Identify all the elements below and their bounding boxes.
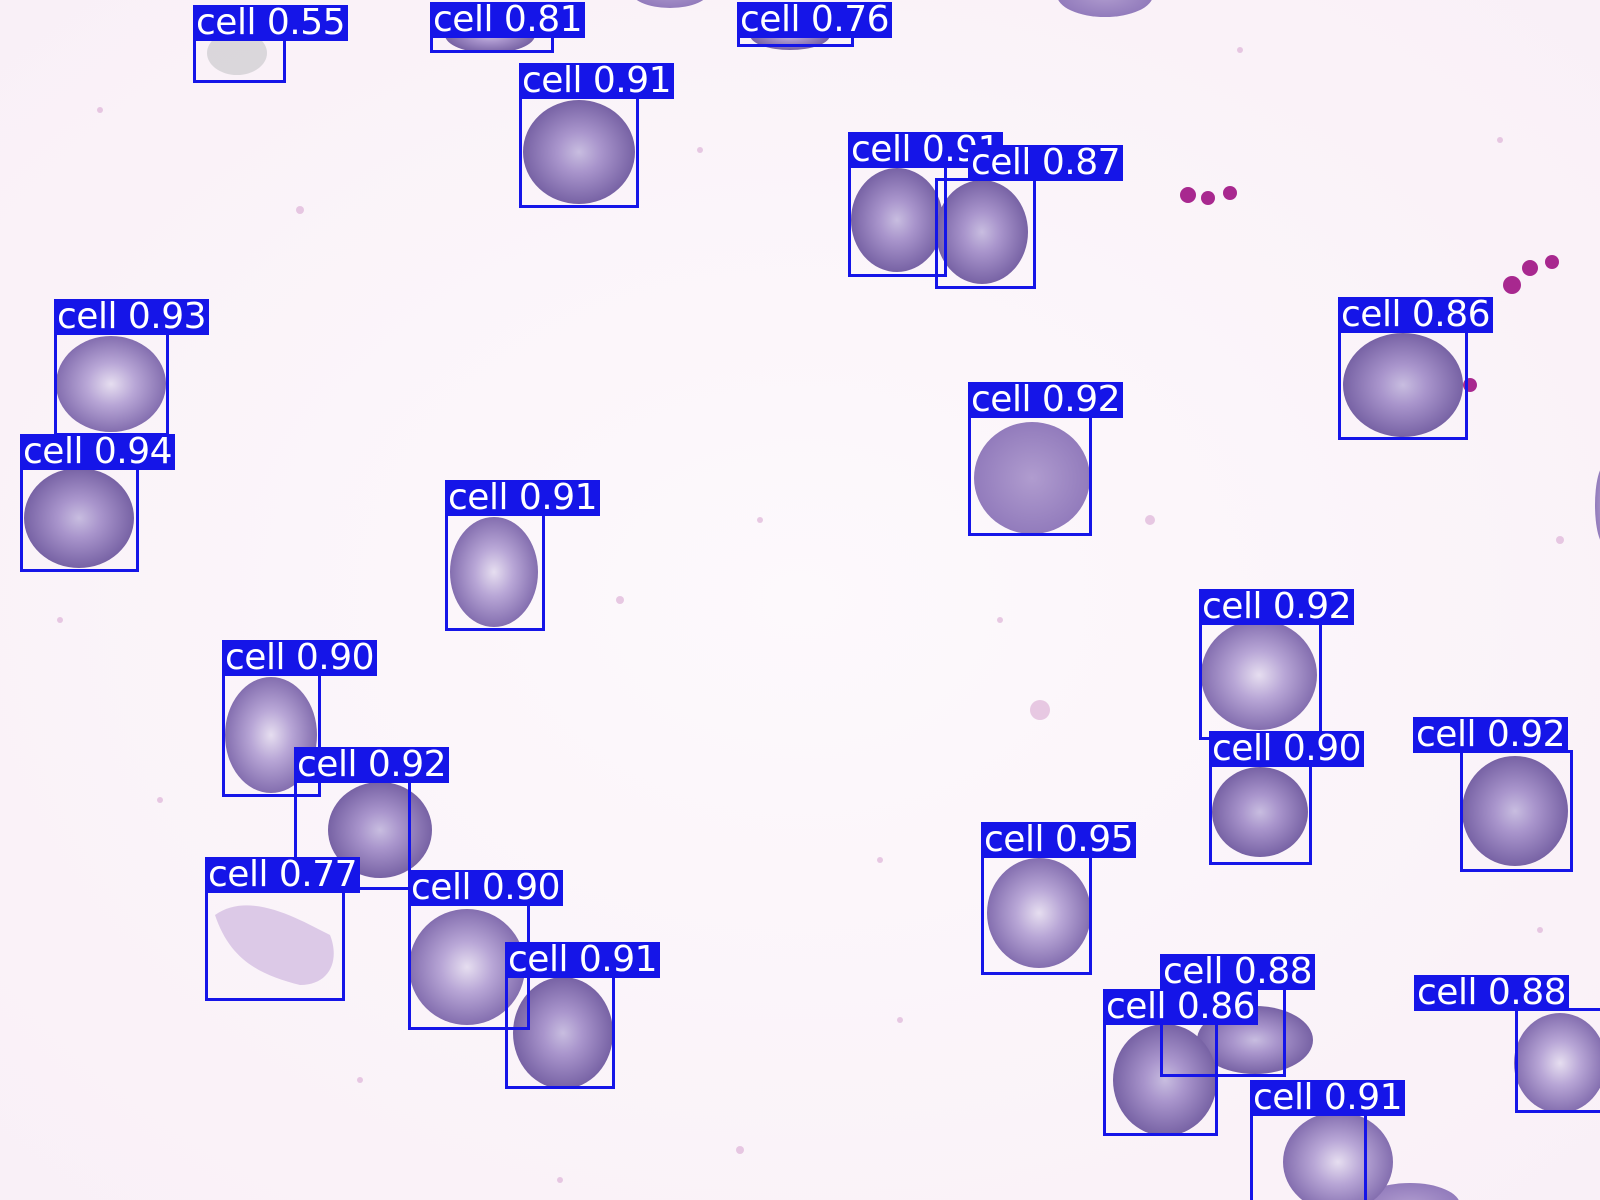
red-blood-cells: [24, 17, 1600, 1200]
detection-label: cell 0.94: [20, 434, 176, 470]
detection-box: cell 0.92: [1199, 589, 1355, 740]
detection-box: cell 0.90: [1209, 731, 1365, 865]
detection-box: cell 0.91: [848, 132, 1004, 277]
detection-box: cell 0.81: [430, 2, 586, 53]
detection-label: cell 0.90: [222, 640, 378, 676]
detection-label: cell 0.92: [1199, 589, 1355, 625]
detection-box: cell 0.90: [222, 640, 378, 797]
detection-label: cell 0.77: [205, 857, 361, 893]
detection-label: cell 0.87: [967, 145, 1123, 181]
detection-box: cell 0.76: [737, 2, 893, 47]
detection-box: cell 0.91: [505, 942, 661, 1089]
detection-box: cell 0.91: [519, 63, 675, 208]
detection-label: cell 0.92: [968, 382, 1124, 418]
detection-box: cell 0.86: [1338, 297, 1494, 440]
detection-label: cell 0.86: [1338, 297, 1494, 333]
detection-label: cell 0.95: [981, 822, 1137, 858]
detection-label: cell 0.91: [1250, 1080, 1406, 1116]
detection-label: cell 0.91: [505, 942, 661, 978]
detection-label: cell 0.81: [430, 2, 586, 38]
detection-box: cell 0.90: [408, 870, 564, 1030]
detection-box: cell 0.92: [1413, 717, 1573, 872]
detection-box: cell 0.91: [1250, 1080, 1406, 1200]
detection-box: cell 0.77: [205, 857, 361, 1001]
detection-label: cell 0.92: [1413, 717, 1569, 753]
detection-label: cell 0.76: [737, 2, 893, 38]
detection-label: cell 0.55: [193, 5, 349, 41]
detection-box: cell 0.88: [1160, 954, 1316, 1077]
detection-label: cell 0.90: [1209, 731, 1365, 767]
detection-label: cell 0.91: [519, 63, 675, 99]
detection-label: cell 0.86: [1103, 989, 1259, 1025]
detection-label: cell 0.93: [54, 299, 210, 335]
detection-box: cell 0.94: [20, 434, 176, 572]
detection-box: cell 0.91: [445, 480, 601, 631]
detection-box: cell 0.88: [1414, 975, 1600, 1113]
detection-box: cell 0.93: [54, 299, 210, 436]
detection-box: cell 0.87: [935, 145, 1123, 289]
detection-box: cell 0.86: [1103, 989, 1259, 1136]
detection-label: cell 0.92: [294, 747, 450, 783]
detection-box: cell 0.55: [193, 5, 349, 83]
detection-label: cell 0.91: [445, 480, 601, 516]
detection-label: cell 0.88: [1414, 975, 1570, 1011]
detection-label: cell 0.90: [408, 870, 564, 906]
detection-label: cell 0.88: [1160, 954, 1316, 990]
detection-box: cell 0.92: [968, 382, 1124, 536]
detection-box: cell 0.95: [981, 822, 1137, 975]
